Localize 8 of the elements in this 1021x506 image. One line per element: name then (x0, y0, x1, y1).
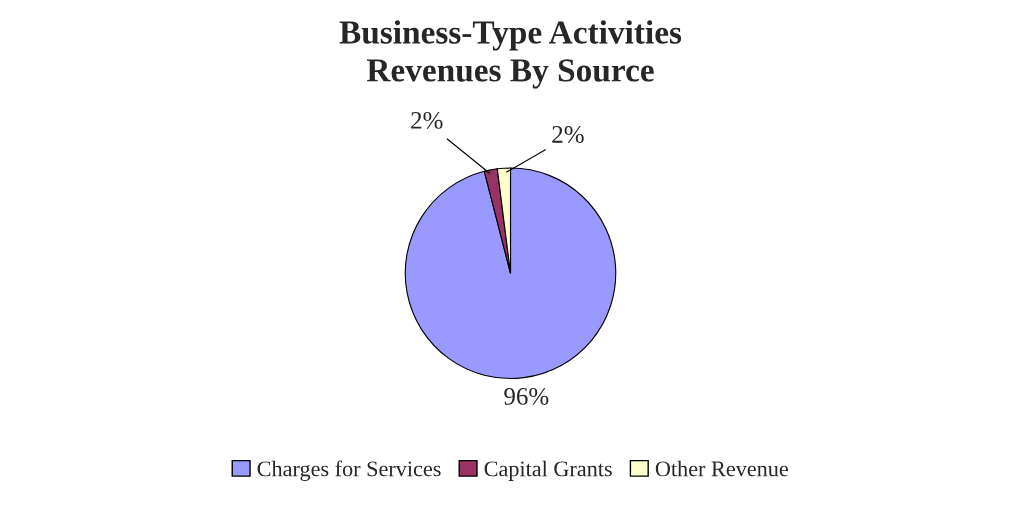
legend-label: Capital Grants (484, 460, 612, 481)
data-label: 96% (504, 387, 549, 405)
data-label: 2% (411, 111, 443, 129)
chart-subtitle: Revenues By Source (366, 59, 654, 89)
legend-label: Other Revenue (655, 460, 788, 477)
chart-title: Business-Type Activities (339, 20, 682, 51)
data-label: 2% (552, 126, 584, 143)
legend-label: Charges for Services (257, 460, 441, 481)
